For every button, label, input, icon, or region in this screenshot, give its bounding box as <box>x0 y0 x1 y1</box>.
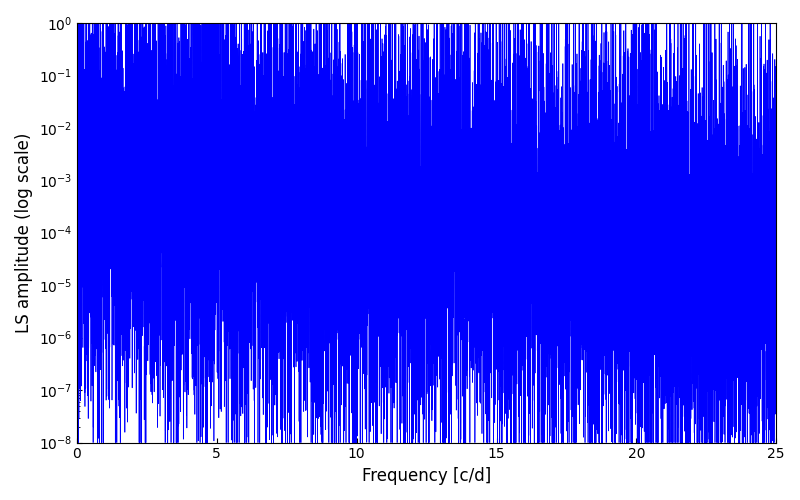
Y-axis label: LS amplitude (log scale): LS amplitude (log scale) <box>15 132 33 333</box>
X-axis label: Frequency [c/d]: Frequency [c/d] <box>362 467 491 485</box>
